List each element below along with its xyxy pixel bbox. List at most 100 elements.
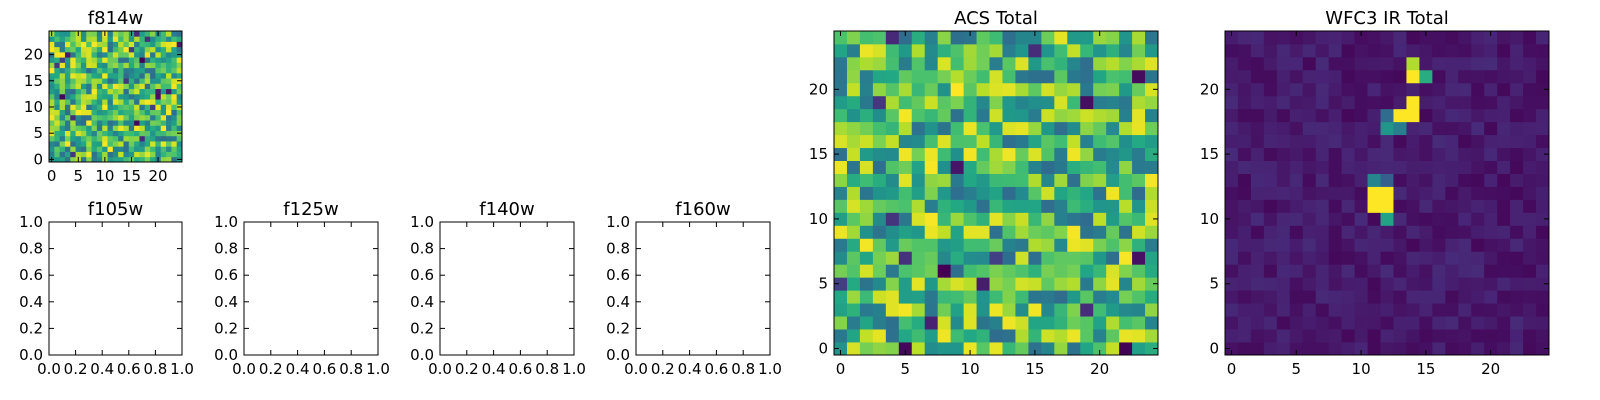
heatmap-cell <box>112 36 119 42</box>
heatmap-cell <box>123 62 130 69</box>
heatmap-cell <box>118 31 124 37</box>
heatmap-cell <box>1225 82 1239 97</box>
heatmap-cell <box>139 88 146 95</box>
heatmap-cell <box>144 120 151 126</box>
heatmap-cell <box>885 173 900 187</box>
heatmap-cell <box>1106 147 1120 161</box>
heatmap-cell <box>1067 69 1081 84</box>
heatmap-cell <box>1315 329 1330 343</box>
heatmap-cell <box>91 46 98 53</box>
heatmap-cell <box>872 56 887 71</box>
heatmap-cell <box>1132 56 1146 71</box>
heatmap-cell <box>123 41 130 48</box>
heatmap-cell <box>102 146 108 152</box>
heatmap-cell <box>1458 225 1472 239</box>
heatmap-cell <box>134 141 140 147</box>
heatmap-cell <box>1432 173 1446 187</box>
heatmap-cell <box>1093 147 1107 161</box>
heatmap-cell <box>139 51 146 58</box>
heatmap-cell <box>1432 212 1446 226</box>
y-tick-label: 10 <box>809 210 828 228</box>
heatmap-cell <box>1054 264 1068 278</box>
heatmap-cell <box>1263 225 1278 239</box>
heatmap-cell <box>1080 342 1094 356</box>
heatmap-cell <box>1523 238 1537 252</box>
heatmap-cell <box>1393 290 1407 304</box>
x-tick-label: 15 <box>1416 360 1435 378</box>
heatmap-cell <box>54 93 61 100</box>
heatmap-cell <box>1289 43 1304 58</box>
heatmap-cells <box>834 31 1159 356</box>
heatmap-cell <box>1523 82 1537 97</box>
heatmap-cell <box>937 212 952 226</box>
heatmap-cell <box>834 31 848 45</box>
heatmap-cell <box>1523 199 1537 213</box>
heatmap-cell <box>1132 303 1146 317</box>
heatmap-cell <box>1276 134 1291 149</box>
heatmap-cell <box>1393 303 1407 317</box>
heatmap-cell <box>80 151 87 158</box>
heatmap-cell <box>1263 212 1278 226</box>
heatmap-cell <box>150 46 156 53</box>
heatmap-cell <box>924 108 939 123</box>
y-tick-label: 0.8 <box>410 240 434 258</box>
heatmap-cell <box>160 51 167 58</box>
heatmap-cell <box>1354 316 1368 330</box>
heatmap-cell <box>166 151 172 158</box>
heatmap-cell <box>1445 316 1459 330</box>
heatmap-cell <box>1536 251 1550 265</box>
heatmap-cell <box>976 329 990 343</box>
heatmap-cell <box>1041 95 1055 110</box>
heatmap-cell <box>1315 134 1330 149</box>
heatmap-cell <box>59 99 66 105</box>
heatmap-cell <box>160 36 167 42</box>
heatmap-cell <box>1015 251 1029 265</box>
heatmap-cell <box>91 146 98 152</box>
heatmap-cell <box>1054 251 1068 265</box>
heatmap-cell <box>872 95 887 110</box>
heatmap-cell <box>91 135 98 142</box>
heatmap-cell <box>1484 316 1498 330</box>
heatmap-cell <box>1054 290 1068 304</box>
heatmap-cell <box>834 82 848 97</box>
heatmap-cell <box>937 303 952 317</box>
heatmap-cell <box>963 121 977 136</box>
heatmap-cell <box>1458 173 1472 187</box>
heatmap-cell <box>176 151 183 158</box>
heatmap-cell <box>1302 147 1317 161</box>
heatmap-cell <box>1497 186 1511 200</box>
heatmap-cell <box>1432 277 1446 291</box>
heatmap-cell <box>1432 56 1446 71</box>
heatmap-cell <box>924 95 939 110</box>
heatmap-cell <box>70 57 76 63</box>
heatmap-cell <box>107 156 114 163</box>
heatmap-cell <box>91 109 98 116</box>
heatmap-cell <box>91 51 98 58</box>
heatmap-cell <box>75 104 82 110</box>
heatmap-cell <box>898 251 913 265</box>
heatmap-cell <box>1145 342 1159 356</box>
heatmap-cell <box>1237 290 1252 304</box>
heatmap-cell <box>1458 212 1472 226</box>
heatmap-cell <box>49 151 55 158</box>
heatmap-cell <box>834 199 848 213</box>
heatmap-cell <box>1458 134 1472 149</box>
heatmap-cell <box>1225 329 1239 343</box>
heatmap-cell <box>1132 264 1146 278</box>
heatmap-cell <box>144 151 151 158</box>
heatmap-cell <box>1067 134 1081 149</box>
heatmap-cell <box>1002 290 1016 304</box>
heatmap-cell <box>1119 173 1133 187</box>
heatmap-cell <box>1276 212 1291 226</box>
heatmap-cell <box>1445 225 1459 239</box>
heatmap-cell <box>1015 108 1029 123</box>
heatmap-cell <box>1250 199 1265 213</box>
heatmap-cell <box>70 72 76 79</box>
heatmap-cell <box>75 46 82 53</box>
heatmap-cell <box>1002 173 1016 187</box>
heatmap-cell <box>1289 82 1304 97</box>
heatmap-cell <box>112 93 119 100</box>
heatmap-cell <box>80 109 87 116</box>
heatmap-cell <box>112 99 119 105</box>
heatmap-cell <box>989 69 1003 84</box>
